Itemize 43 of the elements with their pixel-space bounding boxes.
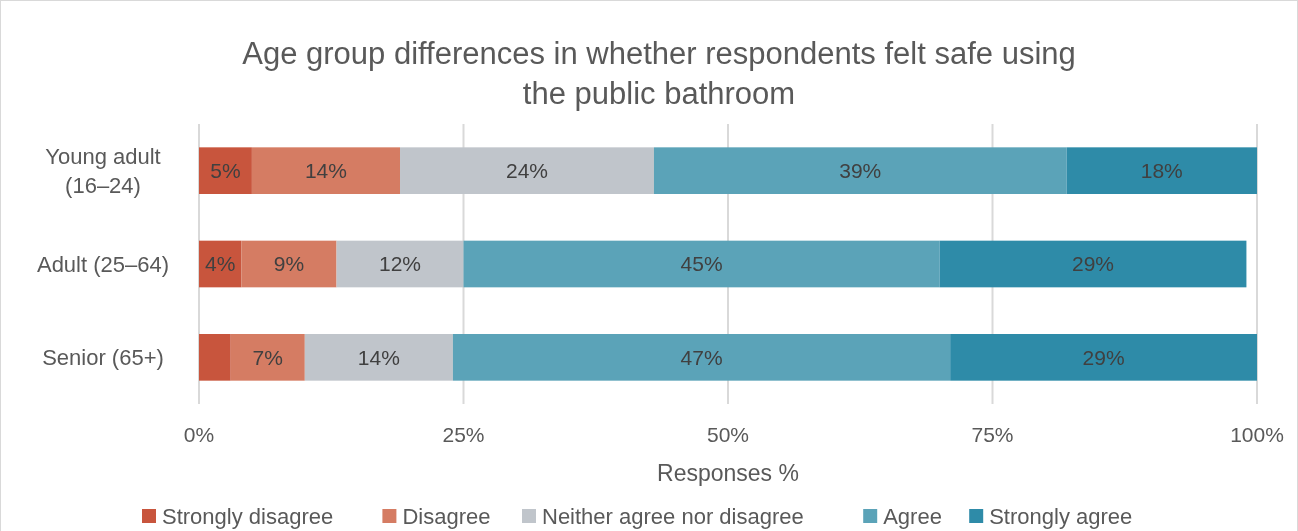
- data-label: 7%: [252, 345, 283, 369]
- bar: [653, 147, 1067, 194]
- data-label: 18%: [1140, 159, 1183, 183]
- data-label: 14%: [304, 159, 347, 183]
- bar: [463, 240, 940, 288]
- legend-label: Strongly disagree: [162, 503, 334, 529]
- data-label: 14%: [357, 345, 400, 369]
- bar: [400, 147, 654, 194]
- y-tick-label: Young adult (16–24): [45, 143, 161, 198]
- data-label: 24%: [505, 159, 548, 183]
- bar: [452, 334, 951, 381]
- x-tick-label: 0%: [183, 423, 215, 447]
- data-label: 5%: [210, 159, 241, 183]
- data-label: 47%: [680, 345, 723, 369]
- bar: [950, 334, 1257, 381]
- y-tick-label: Senior (65+): [42, 345, 164, 371]
- bar: [336, 240, 464, 288]
- bar: [304, 334, 453, 381]
- bar: [199, 147, 252, 194]
- bar: [939, 240, 1247, 288]
- x-tick-label: 75%: [971, 423, 1014, 447]
- bar: [241, 240, 337, 288]
- legend-label: Neither agree nor disagree: [542, 503, 804, 529]
- legend-label: Disagree: [402, 503, 491, 529]
- legend-label: Agree: [883, 503, 942, 529]
- chart-title: Age group differences in whether respondents felt safe using the public bathroom: [242, 35, 1076, 111]
- data-label: 12%: [379, 252, 422, 276]
- data-label: 9%: [273, 252, 305, 276]
- bar: [230, 334, 305, 381]
- bar: [251, 147, 401, 194]
- x-axis-title: Responses %: [657, 460, 799, 487]
- x-tick-label: 25%: [442, 423, 485, 447]
- legend-label: Strongly agree: [989, 503, 1133, 529]
- y-tick-label: Adult (25–64): [36, 251, 170, 277]
- data-label: 39%: [839, 159, 882, 183]
- x-tick-label: 50%: [706, 423, 750, 447]
- data-label: 4%: [204, 252, 236, 276]
- data-label: 45%: [680, 252, 723, 276]
- bar: [199, 334, 231, 381]
- bar: [1066, 147, 1257, 194]
- data-label: 29%: [1071, 252, 1115, 276]
- data-label: 29%: [1082, 345, 1125, 369]
- x-tick-label: 100%: [1230, 423, 1284, 447]
